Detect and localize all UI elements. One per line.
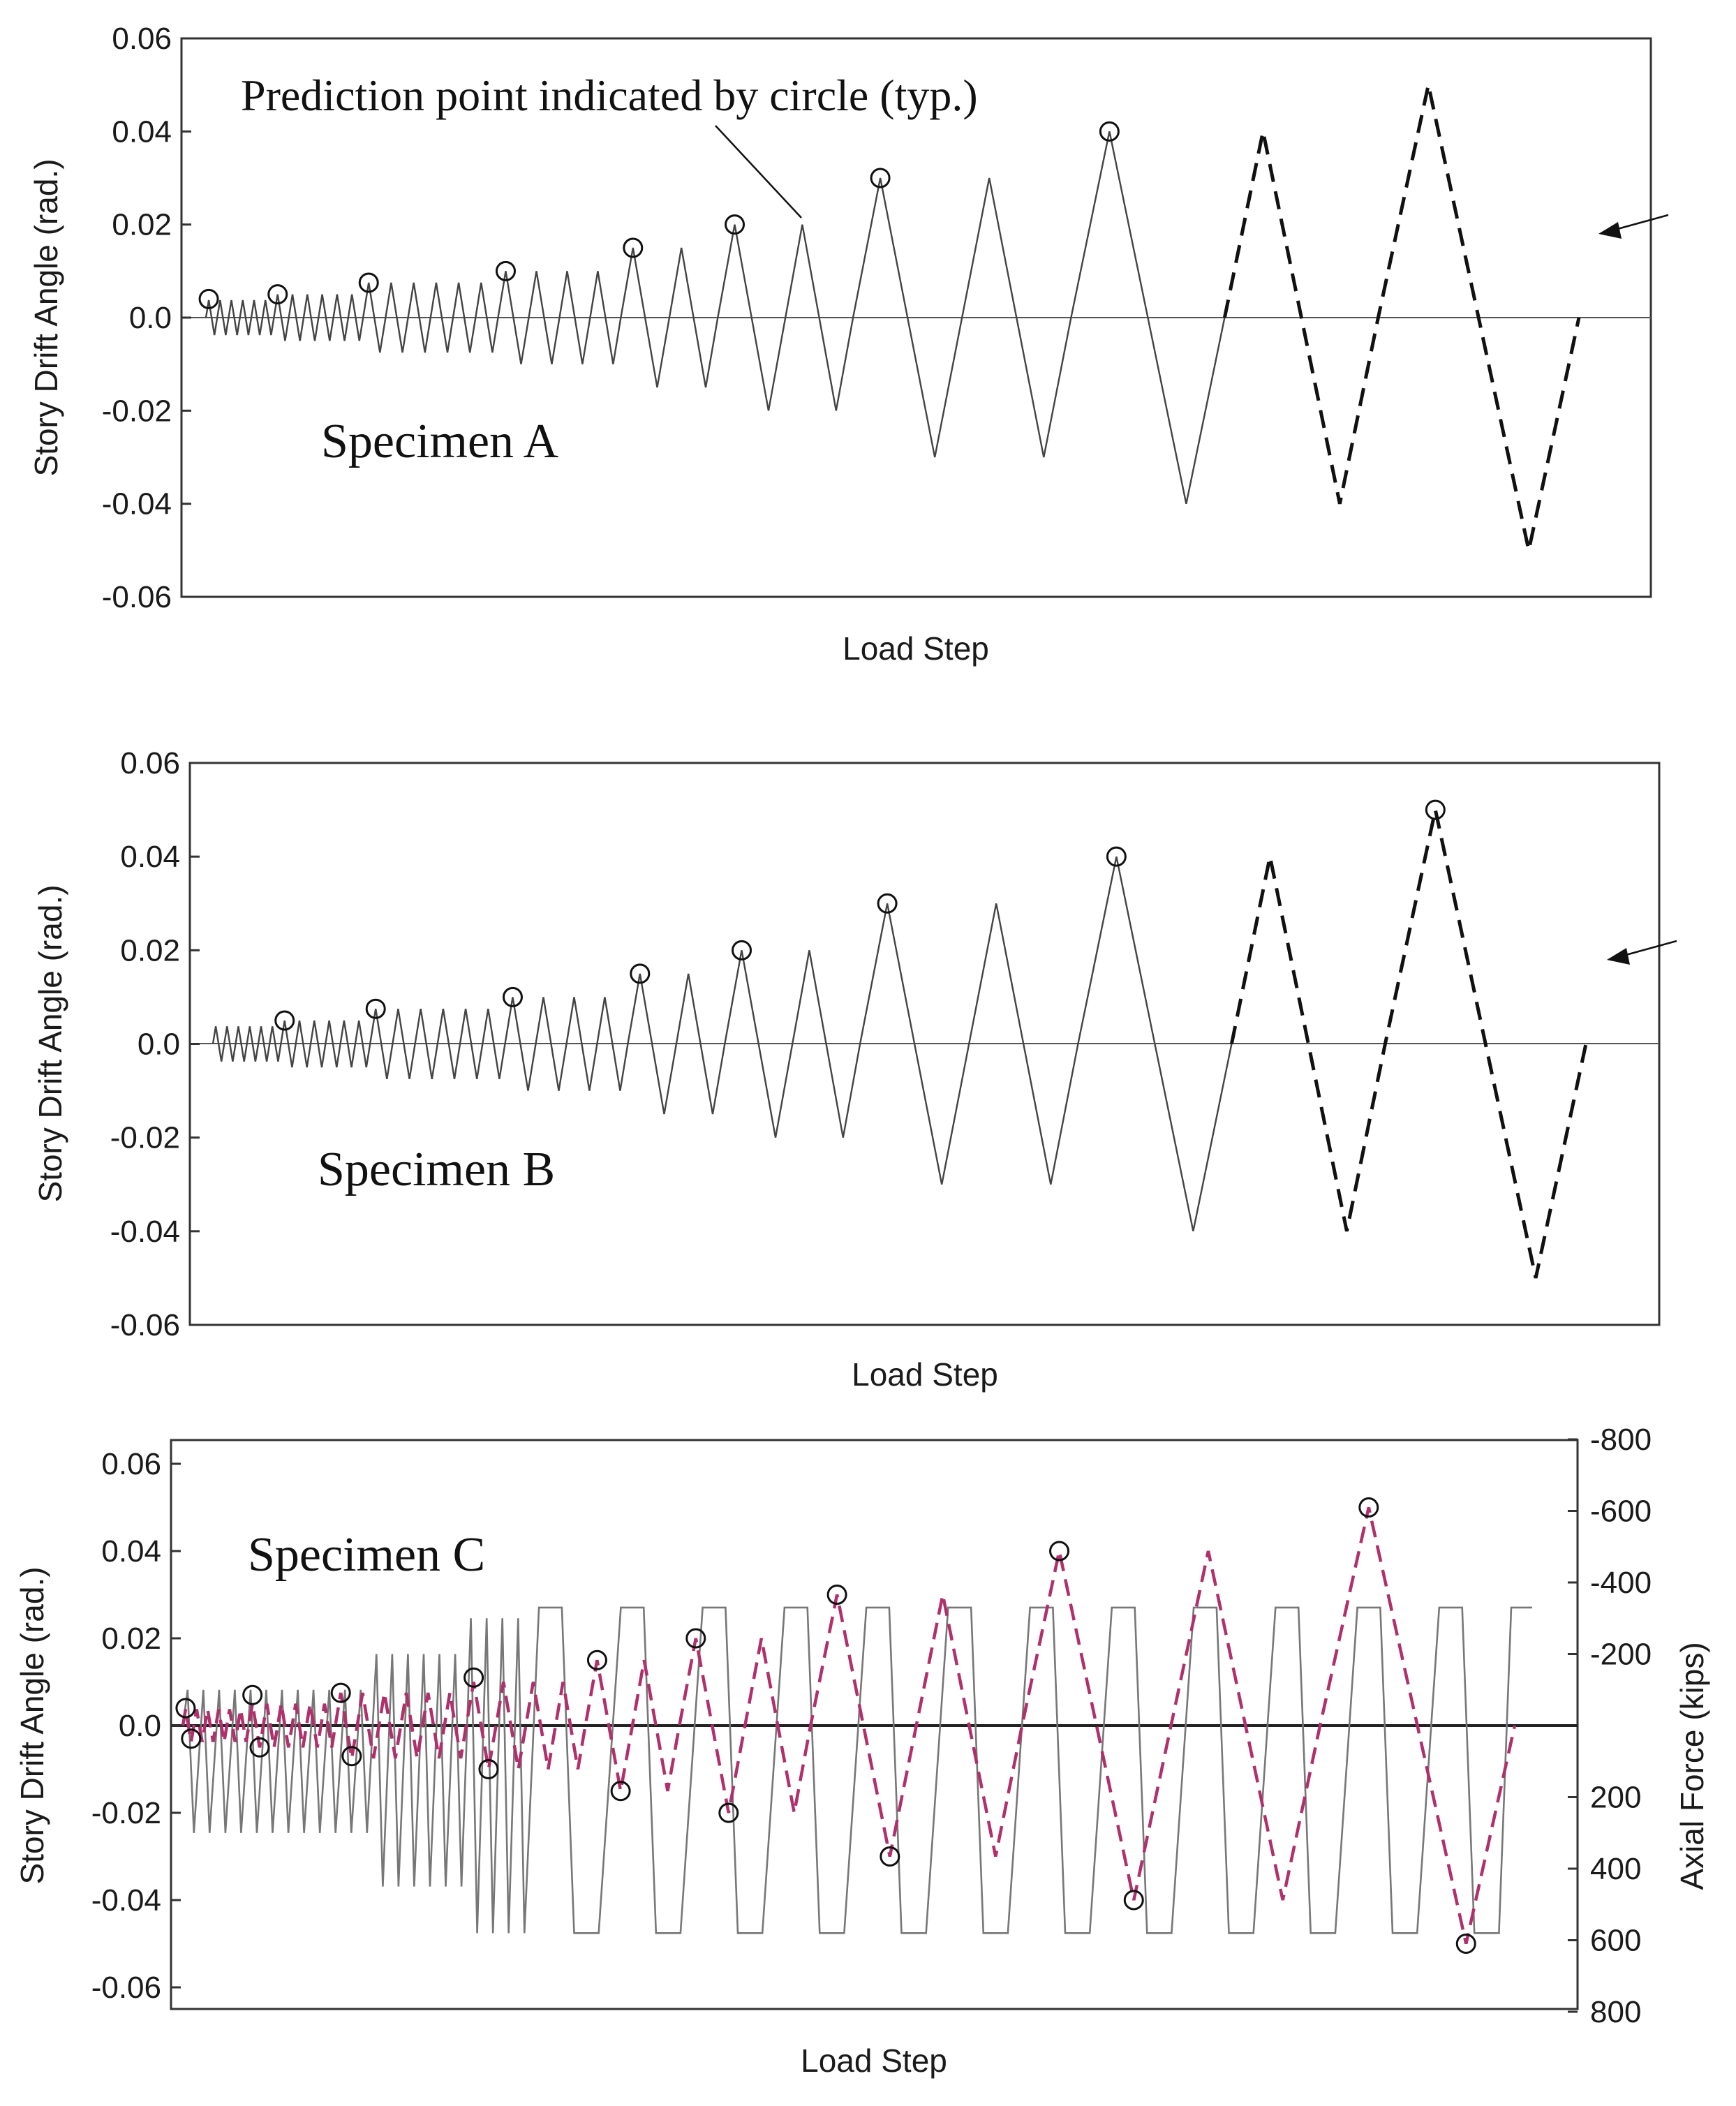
prediction-point (330, 1682, 351, 1703)
prediction-point (1106, 846, 1127, 867)
y-tick-label: -0.04 (91, 1883, 161, 1918)
prediction-point (495, 260, 516, 281)
axial-force-series (181, 1606, 1532, 1934)
y-tick-label: 0.0 (138, 1028, 180, 1062)
y2-tick-label: -400 (1590, 1566, 1652, 1600)
y-tick-label: -0.06 (110, 1308, 180, 1342)
prediction-point (630, 963, 651, 984)
drift-series-solid (212, 856, 1233, 1232)
y-tick-label: 0.04 (120, 840, 180, 874)
y-axis-ticks: 0.06 0.04 0.02 0.0 -0.02 -0.04 -0.06 (110, 746, 200, 1342)
x-axis-label: Load Step (843, 630, 989, 667)
prediction-point (586, 1649, 607, 1670)
arrow-icon (1598, 214, 1669, 239)
y2-tick-label: -200 (1590, 1638, 1652, 1672)
prediction-point (181, 1728, 202, 1749)
series-layer (212, 809, 1588, 1279)
y2-tick-label: 600 (1590, 1924, 1641, 1958)
prediction-point (1358, 1497, 1379, 1518)
y2-tick-label: 200 (1590, 1781, 1641, 1815)
y-tick-label: 0.04 (112, 114, 172, 149)
x-axis-label: Load Step (852, 1356, 998, 1393)
y-tick-label: -0.04 (110, 1215, 180, 1249)
prediction-point (478, 1759, 499, 1779)
y-tick-label: 0.02 (112, 208, 172, 242)
prediction-point (274, 1010, 295, 1031)
arrow-icon (1607, 940, 1677, 965)
panel-title: Specimen B (318, 1143, 555, 1196)
y-tick-label: 0.02 (120, 933, 180, 967)
prediction-point (502, 986, 523, 1007)
y-axis-label: Story Drift Angle (rad.) (32, 884, 68, 1202)
drift-series-dashed (1229, 809, 1588, 1279)
prediction-point (267, 284, 288, 305)
prediction-point (880, 1846, 900, 1867)
annotation-leader (715, 125, 802, 218)
y2-axis-ticks: -800 -600 -400 -200 200 400 600 800 (1568, 1423, 1652, 2029)
prediction-point (175, 1698, 196, 1719)
y-axis-ticks: 0.06 0.04 0.02 0.0 -0.02 -0.04 -0.06 (102, 22, 191, 614)
specimen-a-chart: 0.06 0.04 0.02 0.0 -0.02 -0.04 -0.06 Load Step… (28, 22, 1669, 667)
series-layer (205, 84, 1581, 551)
y2-tick-label: -600 (1590, 1495, 1652, 1529)
prediction-point (1123, 1890, 1144, 1911)
y-tick-label: -0.06 (102, 580, 172, 614)
prediction-point (249, 1737, 270, 1758)
prediction-point (358, 272, 379, 293)
prediction-points (198, 121, 1120, 309)
series-layer (181, 1507, 1532, 1944)
prediction-point (877, 893, 898, 914)
y-tick-label: 0.0 (129, 301, 172, 335)
y-axis-label: Story Drift Angle (rad.) (14, 1566, 50, 1884)
prediction-point (1099, 121, 1120, 142)
y-tick-label: 0.06 (112, 22, 172, 56)
specimen-c-chart: 0.060.040.020.0-0.02-0.04-0.06 -800-600-… (14, 1423, 1710, 2079)
prediction-point (725, 214, 745, 235)
y-axis-label: Story Drift Angle (rad.) (28, 158, 64, 476)
x-axis-label: Load Step (801, 2042, 947, 2079)
prediction-point (242, 1684, 263, 1705)
annotation-text: Prediction point indicated by circle (ty… (241, 71, 978, 120)
prediction-point (1425, 799, 1446, 820)
prediction-point (610, 1781, 631, 1802)
prediction-point (623, 237, 644, 258)
y-tick-label: -0.02 (91, 1796, 161, 1830)
y-tick-label: 0.0 (119, 1709, 161, 1743)
panel-title: Specimen A (321, 415, 559, 468)
y-tick-label: -0.02 (110, 1121, 180, 1155)
panel-title: Specimen C (248, 1528, 485, 1582)
y-tick-label: 0.06 (120, 746, 180, 780)
y-tick-label: 0.04 (101, 1534, 161, 1569)
y2-tick-label: 800 (1590, 1995, 1641, 2029)
prediction-points (175, 1497, 1476, 1954)
prediction-point (341, 1746, 362, 1767)
y-axis-ticks: 0.06 0.04 0.02 0.0 -0.02 -0.04 -0.06 (91, 1447, 181, 2005)
prediction-point (685, 1628, 706, 1649)
y2-tick-label: 400 (1590, 1852, 1641, 1886)
specimen-b-chart: 0.06 0.04 0.02 0.0 -0.02 -0.04 -0.06 Load Step… (32, 746, 1677, 1393)
y-tick-label: -0.06 (91, 1971, 161, 2005)
y-tick-label: -0.02 (102, 394, 172, 428)
prediction-point (1049, 1541, 1070, 1562)
drift-series-dashed (1222, 84, 1581, 551)
y-tick-label: 0.02 (101, 1622, 161, 1656)
prediction-point (732, 940, 752, 961)
prediction-point (870, 168, 891, 188)
y-tick-label: 0.06 (101, 1447, 161, 1481)
y-tick-label: -0.04 (102, 487, 172, 521)
prediction-point (463, 1667, 484, 1688)
prediction-point (365, 998, 386, 1019)
prediction-point (1455, 1934, 1476, 1954)
prediction-point (718, 1802, 739, 1823)
drift-series (181, 1507, 1517, 1944)
prediction-point (198, 288, 219, 309)
y2-axis-label: Axial Force (kips) (1674, 1642, 1710, 1890)
drift-series-solid (205, 131, 1226, 504)
prediction-point (826, 1585, 847, 1605)
y2-tick-label: -800 (1590, 1423, 1652, 1457)
prediction-points (274, 799, 1446, 1031)
